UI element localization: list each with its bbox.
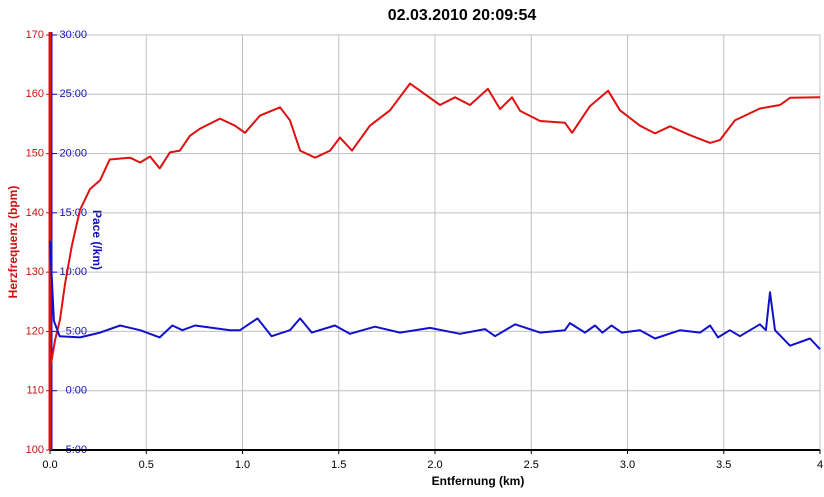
data-line bbox=[49, 241, 821, 350]
x-tick-label: 2.5 bbox=[524, 459, 539, 471]
y2-tick-label: 15:00 bbox=[59, 207, 87, 219]
x-tick-label: 3.0 bbox=[620, 459, 635, 471]
y2-tick-label: 10:00 bbox=[59, 266, 87, 278]
x-tick-label: 3.5 bbox=[716, 459, 731, 471]
chart-title: 02.03.2010 20:09:54 bbox=[388, 7, 537, 24]
y2-tick-label: 20:00 bbox=[59, 147, 87, 159]
y2-tick-label: 0:00 bbox=[66, 385, 87, 397]
y-tick-label: 130 bbox=[26, 266, 44, 278]
y-tick-label: 160 bbox=[26, 88, 44, 100]
y-tick-label: 100 bbox=[26, 444, 44, 456]
x-tick-label: 0.0 bbox=[42, 459, 57, 471]
y-axis-title: Herzfrequenz (bpm) bbox=[6, 186, 20, 299]
x-tick-label: 1.0 bbox=[235, 459, 250, 471]
y2-tick-label: 25:00 bbox=[59, 88, 87, 100]
x-tick-label: 2.0 bbox=[427, 459, 442, 471]
y-tick-label: 170 bbox=[26, 29, 44, 41]
y-tick-label: 140 bbox=[26, 207, 44, 219]
y-tick-label: 110 bbox=[26, 385, 44, 397]
x-tick-label: 1.5 bbox=[331, 459, 346, 471]
y2-tick-label: 5:00 bbox=[66, 325, 87, 337]
y2-tick-label: 30:00 bbox=[59, 29, 87, 41]
x-tick-label: 4 bbox=[817, 459, 823, 471]
y-tick-label: 120 bbox=[26, 325, 44, 337]
x-axis-title: Entfernung (km) bbox=[432, 474, 525, 488]
y2-axis-title: Pace (/km) bbox=[90, 210, 104, 270]
y-tick-label: 150 bbox=[26, 147, 44, 159]
x-tick-label: 0.5 bbox=[139, 459, 154, 471]
data-line bbox=[49, 82, 821, 371]
